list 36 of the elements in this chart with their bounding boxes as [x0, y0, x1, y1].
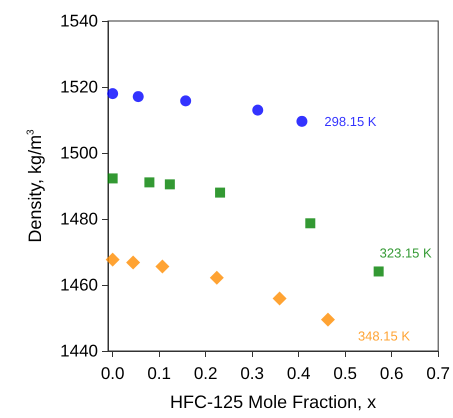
point [106, 252, 120, 267]
point [272, 292, 287, 306]
point [320, 312, 335, 327]
point [215, 188, 226, 198]
y-tick-label: 1480 [60, 210, 98, 228]
point [180, 95, 192, 106]
series-label: 298.15 K [324, 114, 377, 129]
point [252, 104, 264, 116]
point [305, 218, 316, 228]
point [155, 260, 170, 274]
x-tick-label: 0.6 [380, 364, 404, 383]
x-tick-label: 0.1 [147, 364, 171, 383]
x-tick-label: 0.3 [240, 364, 264, 383]
point [132, 91, 144, 102]
x-tick-label: 0.0 [100, 364, 124, 383]
y-tick-label: 1500 [60, 144, 98, 162]
x-tick-label: 0.2 [194, 364, 218, 383]
y-tick-label: 1540 [60, 12, 98, 30]
point [296, 116, 308, 127]
point [144, 177, 154, 188]
y-tick-label: 1440 [60, 342, 98, 360]
point [374, 266, 384, 276]
y-axis-title: Density, kg/m3 [25, 128, 45, 243]
x-tick-label: 0.5 [333, 364, 357, 383]
x-tick-label: 0.7 [426, 364, 450, 383]
point [126, 256, 140, 270]
point [164, 179, 175, 190]
point [107, 88, 118, 100]
point [210, 270, 224, 285]
x-tick-label: 0.4 [286, 364, 310, 383]
series-label: 323.15 K [380, 245, 432, 260]
series-label: 348.15 K [358, 328, 410, 344]
y-tick-label: 1460 [60, 276, 98, 294]
y-tick-label: 1520 [60, 78, 98, 96]
point [108, 173, 118, 184]
x-axis-title: HFC-125 Mole Fraction, x [170, 392, 376, 412]
